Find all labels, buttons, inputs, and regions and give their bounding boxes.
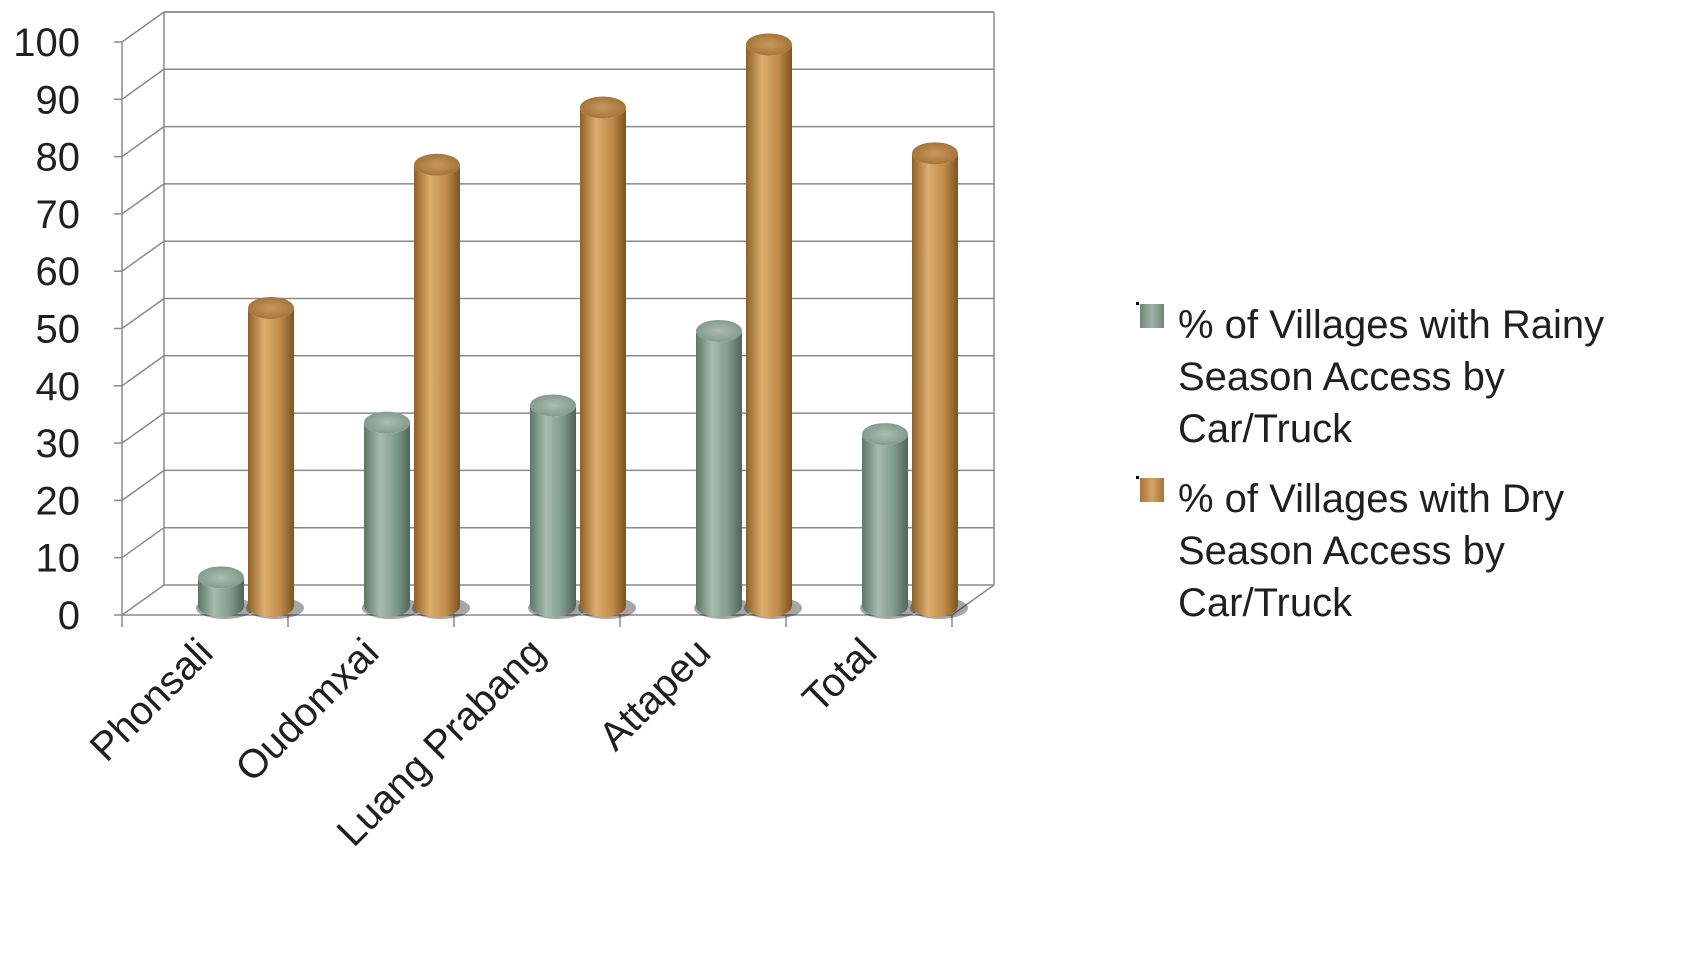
bar-top-cap <box>696 319 742 342</box>
gridline <box>121 240 994 272</box>
bar-top-cap <box>414 153 460 176</box>
legend-item: % of Villages with Dry Season Access by Ca… <box>1136 476 1564 625</box>
y-axis-tick-labels: 0 10 20 30 40 50 60 70 80 90 100 <box>13 21 80 638</box>
bar-body <box>414 164 460 618</box>
y-axis-tick-label: 0 <box>58 594 80 638</box>
bar-top-cap <box>364 411 410 434</box>
y-axis-tick-label: 100 <box>13 21 80 65</box>
gridline <box>121 68 994 100</box>
bar-top-cap <box>198 566 244 589</box>
legend-label: Car/Truck <box>1178 581 1353 625</box>
bar-top-cap <box>580 96 626 119</box>
bar-dry-season <box>910 142 968 619</box>
bar-dry-season <box>246 297 304 619</box>
bar-body <box>912 153 958 617</box>
gridline <box>121 297 994 330</box>
y-axis-tick-label: 90 <box>36 78 81 122</box>
legend-item: % of Villages with Rainy Season Access by… <box>1136 302 1604 451</box>
legend-swatch <box>1140 478 1164 502</box>
gridline <box>121 125 994 158</box>
bar-body <box>198 577 244 617</box>
bar-rainy-season <box>196 566 254 619</box>
bar-rainy-season <box>362 411 420 619</box>
legend-label: Season Access by <box>1178 355 1505 399</box>
bar-top-cap <box>248 297 294 320</box>
bar-top-cap <box>530 394 576 417</box>
x-axis-tick-label: Attapeu <box>591 630 720 759</box>
y-axis-tick-label: 30 <box>36 422 81 466</box>
bar-body <box>862 434 908 617</box>
y-axis-tick-label: 80 <box>36 136 81 180</box>
gridline <box>121 183 994 215</box>
x-axis-tick-label: Phonsali <box>82 630 222 770</box>
legend-label: % of Villages with Dry <box>1178 477 1564 521</box>
y-axis-tick-label: 70 <box>36 193 81 237</box>
bar-body <box>248 308 294 617</box>
bar-top-cap <box>912 142 958 165</box>
bar-rainy-season <box>694 319 752 619</box>
y-axis-tick-label: 60 <box>36 250 81 294</box>
legend-marker-dot <box>1136 476 1139 479</box>
bar-body <box>530 405 576 617</box>
chart-bars <box>196 33 968 619</box>
legend-swatch <box>1140 304 1164 328</box>
floor-right-edge <box>951 584 995 616</box>
bar-body <box>580 107 626 618</box>
legend-label: Car/Truck <box>1178 407 1353 451</box>
bar-dry-season <box>578 96 636 619</box>
bar-top-cap <box>862 423 908 446</box>
y-axis-tick-label: 50 <box>36 308 81 352</box>
chart-legend: % of Villages with Rainy Season Access by… <box>1136 302 1604 625</box>
bar-top-cap <box>746 33 792 56</box>
bar-body <box>746 44 792 617</box>
bar-body <box>696 330 742 617</box>
y-axis-tick-label: 20 <box>36 479 81 523</box>
bar-rainy-season <box>528 394 586 619</box>
x-axis-tick-label: Total <box>795 630 886 721</box>
chart-gridlines <box>121 11 994 616</box>
y-axis-tick-label: 40 <box>36 365 81 409</box>
bar-rainy-season <box>860 423 918 619</box>
gridline <box>121 11 994 43</box>
legend-label: Season Access by <box>1178 529 1505 573</box>
bar-body <box>364 422 410 617</box>
legend-marker-dot <box>1136 302 1139 305</box>
legend-label: % of Villages with Rainy <box>1178 303 1604 347</box>
bar-dry-season <box>412 153 470 619</box>
x-axis-tick-label: Oudomxai <box>227 630 387 790</box>
bar-dry-season <box>744 33 802 619</box>
y-axis-tick-label: 10 <box>36 537 81 581</box>
